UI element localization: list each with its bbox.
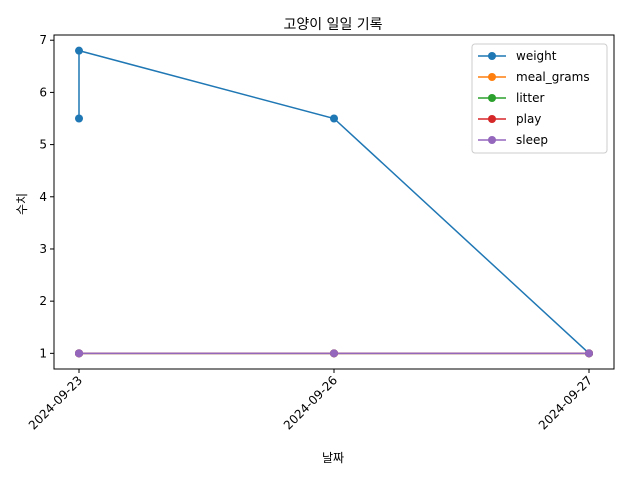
series-layer [75, 46, 593, 358]
legend-swatch-marker [488, 115, 496, 123]
y-tick-label: 4 [39, 190, 47, 204]
data-point-weight [75, 46, 83, 55]
legend-frame [471, 43, 608, 154]
y-axis-title: 수치 [15, 193, 29, 215]
legend-swatch-marker [488, 94, 496, 102]
data-point-sleep [330, 349, 338, 358]
y-tick-label: 3 [39, 242, 47, 256]
data-point-sleep [585, 349, 593, 358]
data-point-sleep [75, 349, 83, 358]
legend-label-sleep: sleep [516, 133, 548, 147]
legend-swatch-marker [488, 52, 496, 60]
data-point-weight [330, 114, 338, 123]
data-point-weight [75, 114, 83, 123]
x-axis-title: 날짜 [322, 451, 344, 465]
series-line-weight [78, 49, 590, 354]
y-tick-label: 5 [39, 138, 47, 152]
chart-title: 고양이 일일 기록 [283, 17, 382, 33]
legend-swatch-marker [488, 73, 496, 81]
legend-label-litter: litter [516, 91, 544, 105]
legend-label-meal_grams: meal_grams [516, 70, 590, 84]
y-axis: 1 2 3 4 5 6 7 [39, 33, 54, 360]
legend-label-weight: weight [516, 49, 557, 63]
y-tick-label: 7 [39, 33, 47, 47]
y-tick-label: 2 [39, 294, 47, 308]
y-tick-label: 1 [39, 346, 47, 360]
legend-swatch-marker [488, 136, 496, 144]
legend-label-play: play [516, 112, 541, 126]
y-tick-label: 6 [39, 85, 47, 99]
